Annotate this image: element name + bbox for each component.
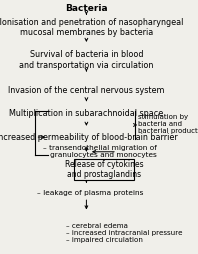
Text: Bacteria: Bacteria [65,4,108,13]
FancyBboxPatch shape [74,159,134,180]
Text: Survival of bacteria in blood
and transportation via circulation: Survival of bacteria in blood and transp… [19,50,154,70]
Text: Multiplication in subarachnoidal space: Multiplication in subarachnoidal space [9,109,164,118]
Text: – transendothelial migration of
   granulocytes and monocytes: – transendothelial migration of granuloc… [43,145,157,158]
Text: – cerebral edema
– increased intracranial pressure
– impaired circulation: – cerebral edema – increased intracrania… [66,223,183,243]
Text: Colonisation and penetration of nasopharyngeal
mucosal membranes by bacteria: Colonisation and penetration of nasophar… [0,18,184,37]
Text: Invasion of the central nervous system: Invasion of the central nervous system [8,86,165,95]
Text: Release of cytokines
and prostaglandins: Release of cytokines and prostaglandins [65,160,144,179]
Text: stimulation by
bacteria and
bacterial products: stimulation by bacteria and bacterial pr… [138,115,198,134]
Text: Increased permeability of blood-brain barrier: Increased permeability of blood-brain ba… [0,133,177,141]
Text: – leakage of plasma proteins: – leakage of plasma proteins [37,190,143,196]
